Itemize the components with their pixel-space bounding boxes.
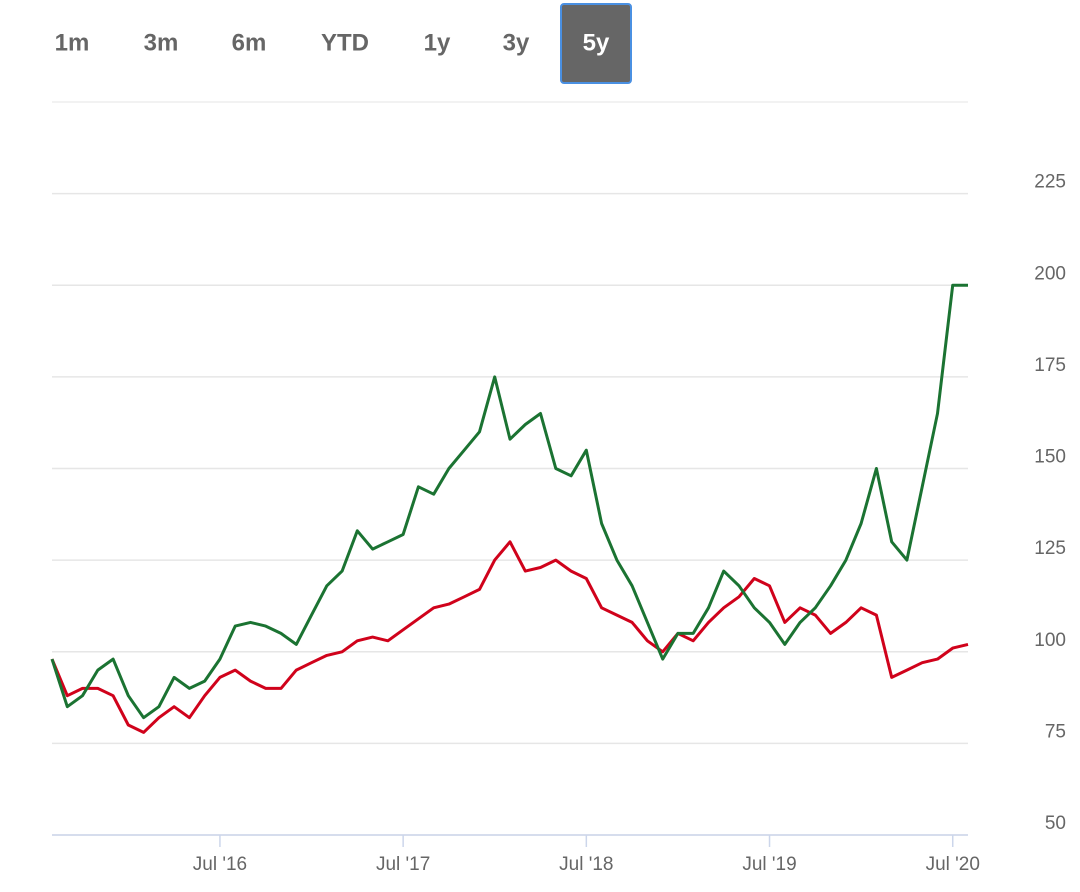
y-tick-label: 125	[1034, 538, 1066, 559]
y-tick-label: 175	[1034, 355, 1066, 376]
y-tick-label: 75	[1045, 721, 1066, 742]
y-tick-label: 50	[1045, 813, 1066, 834]
range-button-bg	[560, 3, 632, 84]
range-button[interactable]: 1y	[424, 29, 451, 56]
y-tick-label: 150	[1034, 447, 1066, 468]
range-button[interactable]: YTD	[321, 29, 369, 56]
x-tick-label: Jul '18	[559, 854, 613, 875]
line-series	[50, 540, 969, 734]
x-tick-label: Jul '17	[376, 854, 430, 875]
x-tick-label: Jul '19	[742, 854, 796, 875]
range-button[interactable]: 3m	[144, 29, 179, 56]
x-tick-label: Jul '20	[926, 854, 980, 875]
y-tick-label: 100	[1034, 630, 1066, 651]
x-tick-label: Jul '16	[193, 854, 247, 875]
range-button[interactable]: 1m	[55, 29, 90, 56]
y-tick-label: 200	[1034, 263, 1066, 284]
range-button[interactable]: 6m	[232, 29, 267, 56]
range-button[interactable]: 3y	[503, 29, 530, 56]
line-series	[50, 283, 968, 720]
y-tick-label: 225	[1034, 172, 1066, 193]
range-button[interactable]: 5y	[583, 29, 610, 56]
